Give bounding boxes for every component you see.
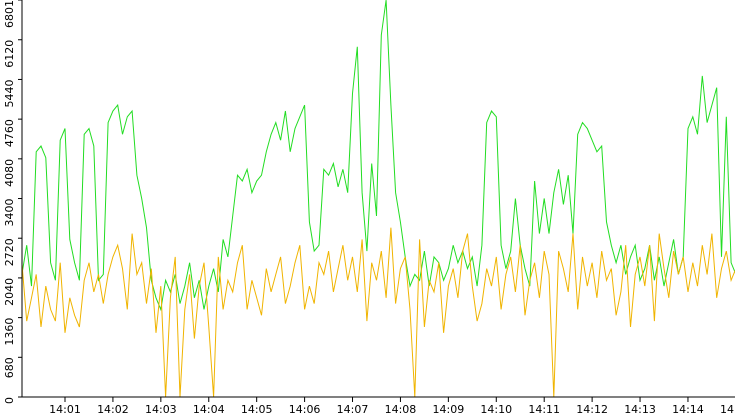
y-tick-label: 6801	[3, 0, 16, 28]
x-tick-label: 14:04	[193, 403, 225, 415]
y-tick-label: 3400	[3, 199, 16, 227]
y-tick-label: 4080	[3, 159, 16, 187]
x-tick-label: 14:08	[385, 403, 417, 415]
x-tick-label: 14:09	[433, 403, 465, 415]
x-tick-label: 14:01	[49, 403, 81, 415]
x-tick-label: 14:11	[528, 403, 560, 415]
y-tick-label: 0	[3, 397, 16, 404]
series-line	[21, 227, 735, 398]
x-tick-label: 14:07	[337, 403, 369, 415]
x-tick-label: 14:10	[480, 403, 512, 415]
x-tick-label: 14:06	[289, 403, 321, 415]
y-tick-label: 5440	[3, 79, 16, 107]
y-tick-label: 4760	[3, 119, 16, 147]
y-tick-label: 2040	[3, 278, 16, 306]
x-tick-label: 14:15	[720, 403, 735, 415]
y-tick-label: 1360	[3, 318, 16, 346]
x-tick-label: 14:13	[624, 403, 656, 415]
x-tick-label: 14:12	[576, 403, 608, 415]
series-line	[21, 0, 735, 312]
x-tick-label: 14:02	[97, 403, 129, 415]
x-tick-label: 14:05	[241, 403, 273, 415]
x-tick-label: 14:14	[672, 403, 704, 415]
y-tick-label: 6120	[3, 40, 16, 68]
y-tick-label: 680	[3, 357, 16, 378]
x-tick-label: 14:03	[145, 403, 177, 415]
y-tick-label: 2720	[3, 238, 16, 266]
